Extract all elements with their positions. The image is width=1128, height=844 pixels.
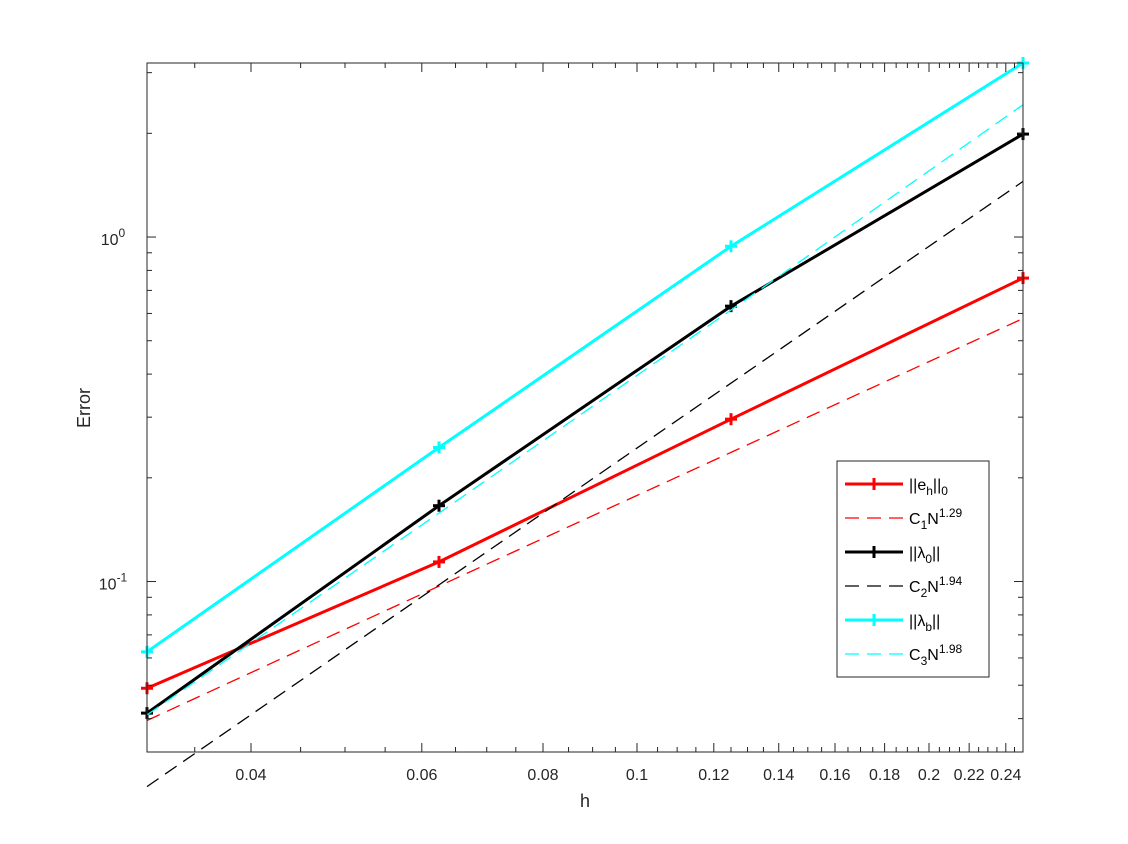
series-3 (146, 180, 1024, 788)
legend: ||eh||0 C1N1.29 ||λ0|| C2N1.94 ||λb|| C3N1.98 (836, 460, 990, 678)
tick-layer: 0.04 0.06 0.08 0.1 0.12 0.14 0.16 0.18 0.2 0.22 0.… (99, 63, 1023, 784)
x-tick-label: 0.2 (918, 767, 940, 784)
x-tick-label: 0.22 (954, 767, 985, 784)
y-tick-label: 10-1 (99, 571, 128, 594)
y-tick-label: 100 (101, 226, 126, 249)
series-5 (146, 104, 1024, 716)
data-point (433, 555, 445, 568)
x-tick-label: 0.14 (763, 767, 794, 784)
plot-frame (146, 62, 1024, 753)
data-point (725, 413, 737, 426)
x-axis-label: h (580, 791, 590, 811)
data-point (433, 499, 445, 512)
legend-entry: C3N1.98 (845, 642, 962, 668)
series-layer (141, 57, 1029, 788)
y-axis-label: Error (74, 388, 94, 428)
series-line (146, 104, 1024, 716)
legend-entry: C1N1.29 (845, 506, 962, 532)
x-tick-label: 0.18 (869, 767, 900, 784)
data-point (725, 240, 737, 253)
data-point (433, 441, 445, 454)
x-tick-label: 0.1 (626, 767, 648, 784)
legend-entry: ||λb|| (845, 613, 940, 634)
series-1 (146, 317, 1024, 722)
legend-label: ||eh||0 (909, 477, 948, 498)
series-line (146, 132, 1024, 715)
legend-entry: ||eh||0 (845, 477, 948, 498)
x-tick-label: 0.12 (698, 767, 729, 784)
x-tick-label: 0.04 (235, 767, 266, 784)
legend-label: C2N1.94 (909, 574, 962, 600)
series-line (146, 61, 1024, 654)
legend-label: C1N1.29 (909, 506, 962, 532)
x-tick-label: 0.16 (819, 767, 850, 784)
series-line (146, 180, 1024, 788)
x-tick-label: 0.08 (527, 767, 558, 784)
x-tick-label: 0.06 (406, 767, 437, 784)
legend-box (836, 460, 990, 678)
legend-entry: C2N1.94 (845, 574, 962, 600)
legend-label: C3N1.98 (909, 642, 962, 668)
legend-entry: ||λ0|| (845, 545, 940, 566)
legend-label: ||λ0|| (909, 545, 940, 566)
legend-label: ||λb|| (909, 613, 940, 634)
x-tick-label: 0.24 (990, 767, 1021, 784)
series-line (146, 276, 1024, 690)
series-line (146, 317, 1024, 722)
